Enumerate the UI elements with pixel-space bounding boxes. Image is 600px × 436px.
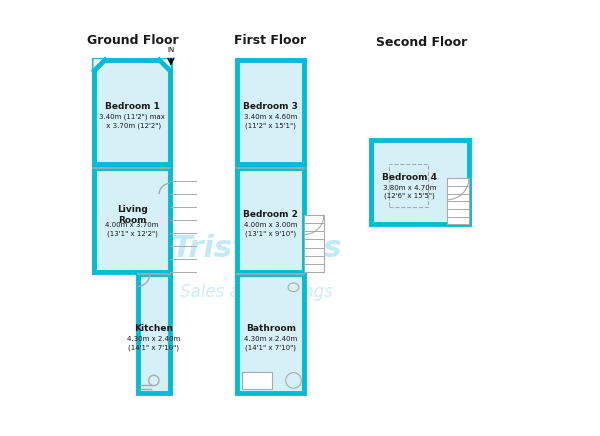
Bar [137,274,170,393]
Bar [237,168,304,272]
Text: Bedroom 3: Bedroom 3 [244,102,298,111]
Text: Bathroom: Bathroom [246,324,296,333]
Bar [237,274,304,393]
Text: Bedroom 1: Bedroom 1 [104,102,160,111]
Text: Bedroom 4: Bedroom 4 [382,173,437,181]
Text: 4.00m x 3.00m
(13'1" x 9'10"): 4.00m x 3.00m (13'1" x 9'10") [244,222,298,237]
Polygon shape [94,60,105,71]
Text: Bedroom 2: Bedroom 2 [244,211,298,219]
Text: Ground Floor: Ground Floor [88,34,179,47]
Text: Sales and Lettings: Sales and Lettings [181,283,333,301]
Bar [94,60,170,164]
Text: Tristram's: Tristram's [172,234,342,263]
Bar [237,60,304,164]
Polygon shape [159,60,170,71]
Text: 3.40m (11'2") max
 x 3.70m (12'2"): 3.40m (11'2") max x 3.70m (12'2") [99,114,165,129]
Text: IN: IN [167,47,175,52]
Text: First Floor: First Floor [233,34,306,47]
Bar [371,140,469,225]
Text: 4.30m x 2.40m
(14'1" x 7'10"): 4.30m x 2.40m (14'1" x 7'10") [127,336,181,351]
Text: Second Floor: Second Floor [376,36,467,49]
Text: 4.00m x 3.70m
(13'1" x 12'2"): 4.00m x 3.70m (13'1" x 12'2") [106,222,159,237]
Text: 4.30m x 2.40m
(14'1" x 7'10"): 4.30m x 2.40m (14'1" x 7'10") [244,336,298,351]
Bar [304,215,324,272]
Text: 3.80m x 4.70m
(12'6" x 15'5"): 3.80m x 4.70m (12'6" x 15'5") [383,184,436,199]
Bar [447,178,469,225]
Bar [94,168,170,272]
Bar [242,372,272,389]
Bar [389,164,428,207]
Text: Living
Room: Living Room [117,205,148,225]
Text: 3.40m x 4.60m
(11'2" x 15'1"): 3.40m x 4.60m (11'2" x 15'1") [244,114,298,129]
Text: Kitchen: Kitchen [134,324,173,333]
